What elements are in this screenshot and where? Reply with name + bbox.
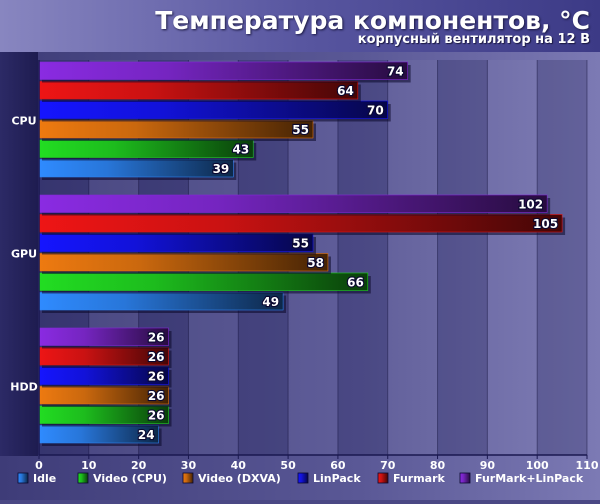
legend-label-linpack: LinPack xyxy=(313,472,361,485)
bar-value-label: 24 xyxy=(138,428,155,442)
bar-value-label: 55 xyxy=(292,123,309,137)
bar-cpu-video-cpu- xyxy=(38,139,254,158)
category-label-gpu: GPU xyxy=(11,248,37,261)
bar-value-label: 43 xyxy=(233,142,250,156)
x-tick-label: 0 xyxy=(35,459,43,472)
bar-cpu-furmark-linpack xyxy=(38,61,408,80)
bar-value-label: 26 xyxy=(148,389,165,403)
bar-gpu-idle xyxy=(38,292,284,311)
legend-swatch-linpack xyxy=(297,472,309,484)
bar-value-label: 26 xyxy=(148,369,165,383)
bar-gpu-linpack xyxy=(38,233,314,252)
x-tick-label: 100 xyxy=(526,459,549,472)
legend-swatch-furmark-linpack xyxy=(459,472,471,484)
x-tick-label: 90 xyxy=(480,459,496,472)
x-tick-label: 70 xyxy=(380,459,396,472)
legend-label-video-cpu-: Video (CPU) xyxy=(93,472,167,485)
bar-gpu-furmark-linpack xyxy=(38,194,548,213)
x-tick-label: 40 xyxy=(231,459,247,472)
bar-gpu-furmark xyxy=(38,214,563,233)
category-label-cpu: CPU xyxy=(11,115,36,128)
legend-swatch-idle xyxy=(17,472,29,484)
bar-value-label: 105 xyxy=(533,217,558,231)
legend-label-idle: Idle xyxy=(33,472,56,485)
chart-subtitle: корпусный вентилятор на 12 В xyxy=(357,32,590,47)
x-tick-label: 10 xyxy=(81,459,97,472)
bar-gpu-video-dxva- xyxy=(38,253,329,272)
bar-cpu-idle xyxy=(38,159,234,178)
category-label-hdd: HDD xyxy=(10,381,37,394)
bar-value-label: 102 xyxy=(518,197,543,211)
bar-value-label: 39 xyxy=(213,162,230,176)
bar-cpu-video-dxva- xyxy=(38,120,314,139)
bar-value-label: 66 xyxy=(347,275,364,289)
bar-value-label: 49 xyxy=(262,295,279,309)
legend-label-furmark-linpack: FurMark+LinPack xyxy=(475,472,584,485)
chart-title: Температура компонентов, °С xyxy=(155,6,590,35)
x-tick-label: 80 xyxy=(430,459,446,472)
legend-label-video-dxva-: Video (DXVA) xyxy=(198,472,281,485)
bar-value-label: 74 xyxy=(387,64,404,78)
x-tick-label: 20 xyxy=(131,459,147,472)
bar-value-label: 55 xyxy=(292,236,309,250)
bar-cpu-furmark xyxy=(38,81,359,100)
bar-gpu-video-cpu- xyxy=(38,272,369,291)
bar-value-label: 26 xyxy=(148,330,165,344)
x-tick-label: 110 xyxy=(576,459,599,472)
bar-value-label: 70 xyxy=(367,103,384,117)
bar-value-label: 58 xyxy=(307,256,324,270)
legend-swatch-furmark xyxy=(377,472,389,484)
bar-value-label: 64 xyxy=(337,84,354,98)
legend-label-furmark: Furmark xyxy=(393,472,446,485)
x-tick-label: 60 xyxy=(330,459,346,472)
legend-swatch-video-dxva- xyxy=(182,472,194,484)
bar-value-label: 26 xyxy=(148,408,165,422)
x-tick-label: 50 xyxy=(280,459,296,472)
bar-cpu-linpack xyxy=(38,100,389,119)
bar-value-label: 26 xyxy=(148,350,165,364)
legend-swatch-video-cpu- xyxy=(77,472,89,484)
x-tick-label: 30 xyxy=(181,459,197,472)
